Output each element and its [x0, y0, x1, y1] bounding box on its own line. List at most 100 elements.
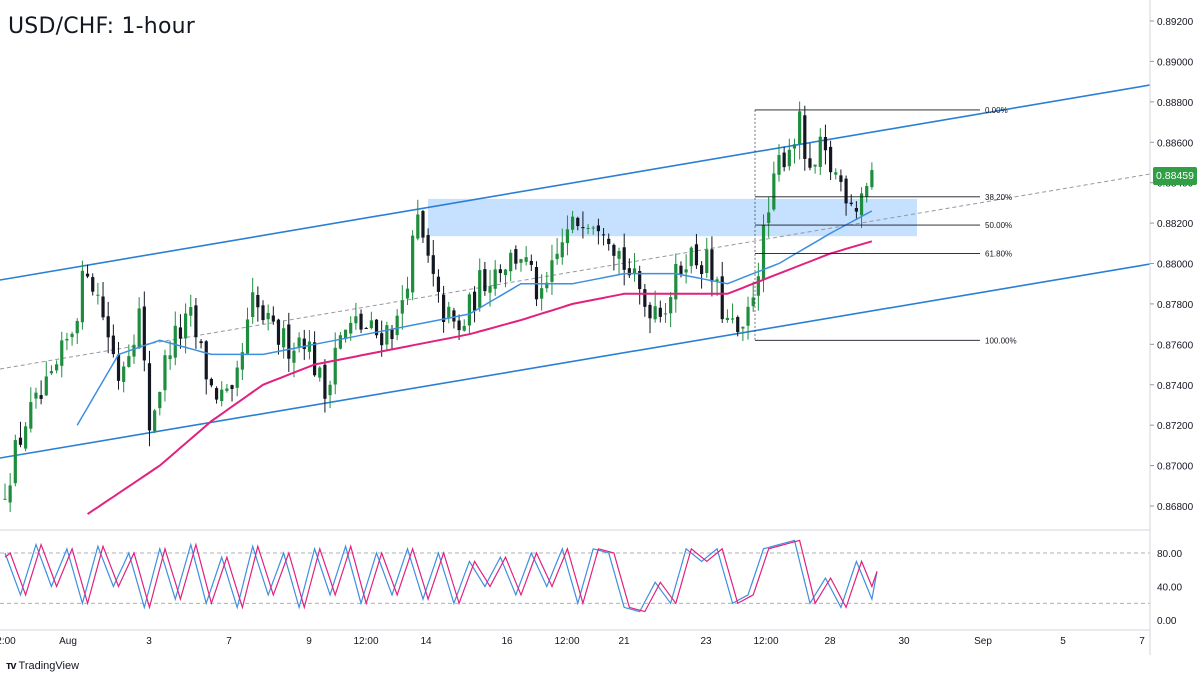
candle-body	[632, 268, 637, 274]
candle-body	[163, 355, 167, 391]
candle-body	[44, 376, 48, 396]
candle-body	[189, 307, 193, 316]
stoch-tick-label: 40.00	[1157, 583, 1182, 594]
candle-body	[467, 294, 471, 326]
candle-body	[214, 388, 219, 400]
candle-body	[663, 313, 668, 315]
candle-body	[132, 344, 136, 357]
candle-body	[168, 355, 172, 360]
time-tick-label: 28	[824, 636, 836, 647]
candle-body	[565, 229, 570, 244]
candle-body	[478, 270, 482, 308]
candle-body	[318, 367, 322, 378]
time-tick-label: 7	[1139, 636, 1145, 647]
candle-body	[498, 269, 502, 274]
candle-body	[694, 244, 699, 266]
candle-body	[338, 335, 342, 349]
candle-body	[80, 270, 84, 323]
candle-body	[374, 319, 379, 336]
candle-body	[524, 257, 528, 262]
fib-level-label: 50.00%	[985, 221, 1012, 230]
ma-fast-line	[76, 210, 873, 426]
candle-body	[715, 279, 719, 282]
candle-body	[653, 306, 657, 320]
candle-body	[400, 300, 404, 314]
candle-body	[178, 327, 183, 339]
ma-slow-line	[87, 240, 873, 515]
candle-body	[158, 392, 162, 409]
resistance-zone-box	[428, 198, 917, 237]
channel-upper-line	[0, 84, 1151, 281]
candle-body	[591, 227, 595, 229]
candle-body	[540, 288, 544, 299]
candle-body	[65, 338, 69, 341]
time-tick-label: 9	[306, 636, 312, 647]
time-tick-label: 7	[226, 636, 232, 647]
candle-body	[390, 328, 394, 340]
candle-body	[462, 325, 466, 331]
candle-body	[622, 247, 626, 270]
candle-body	[792, 144, 797, 149]
candle-body	[674, 263, 678, 300]
candle-body	[199, 341, 203, 344]
stoch-k-line	[4, 539, 878, 613]
time-tick-label: 2:00	[0, 636, 16, 647]
price-tick-label: 0.88600	[1157, 138, 1194, 149]
candle-body	[627, 268, 631, 276]
candle-body	[55, 364, 59, 371]
candle-body	[282, 328, 286, 348]
candle-body	[555, 253, 559, 260]
candle-body	[503, 269, 508, 276]
candle-body	[798, 111, 802, 144]
candle-body	[380, 333, 384, 346]
candle-body	[184, 313, 188, 339]
candle-body	[818, 136, 822, 167]
candle-body	[85, 273, 90, 277]
candle-body	[111, 335, 115, 355]
candle-body	[684, 269, 688, 273]
price-tick-label: 0.86800	[1157, 502, 1194, 513]
candle-body	[725, 317, 729, 321]
candle-body	[209, 378, 213, 386]
candle-body	[854, 208, 858, 212]
candle-body	[116, 354, 121, 381]
brand-name: TradingView	[18, 660, 80, 672]
candle-body	[251, 292, 255, 318]
price-tick-label: 0.88000	[1157, 260, 1194, 271]
candle-body	[204, 341, 208, 380]
candle-body	[147, 363, 152, 431]
candle-body	[276, 319, 281, 345]
candle-body	[287, 324, 291, 359]
time-tick-label: 12:00	[353, 636, 378, 647]
candle-body	[266, 312, 270, 320]
candle-body	[106, 316, 110, 338]
candle-body	[405, 288, 410, 299]
axes: 0.892000.890000.888000.886000.884000.882…	[0, 0, 1194, 655]
candle-body	[359, 313, 363, 330]
candle-body	[596, 225, 600, 232]
candle-body	[761, 224, 766, 280]
price-tick-label: 0.87800	[1157, 300, 1194, 311]
chart-title: USD/CHF: 1-hour	[8, 14, 196, 39]
candle-body	[777, 154, 781, 175]
stoch-d-line	[4, 539, 878, 613]
price-tick-label: 0.87400	[1157, 381, 1194, 392]
price-tick-label: 0.88800	[1157, 98, 1194, 109]
candle-body	[75, 320, 79, 334]
candle-body	[488, 286, 492, 293]
candle-body	[142, 306, 146, 361]
candle-body	[230, 385, 234, 390]
candle-body	[823, 136, 828, 151]
price-tick-label: 0.89000	[1157, 57, 1194, 68]
candle-body	[24, 426, 28, 449]
candle-body	[3, 498, 7, 500]
candle-body	[782, 152, 786, 168]
candle-body	[385, 325, 389, 345]
candle-body	[34, 392, 38, 399]
moving-averages	[76, 210, 873, 515]
candle-body	[607, 238, 611, 245]
candle-body	[669, 297, 673, 314]
candle-body	[436, 276, 441, 292]
fib-level-label: 0.00%	[985, 106, 1008, 115]
